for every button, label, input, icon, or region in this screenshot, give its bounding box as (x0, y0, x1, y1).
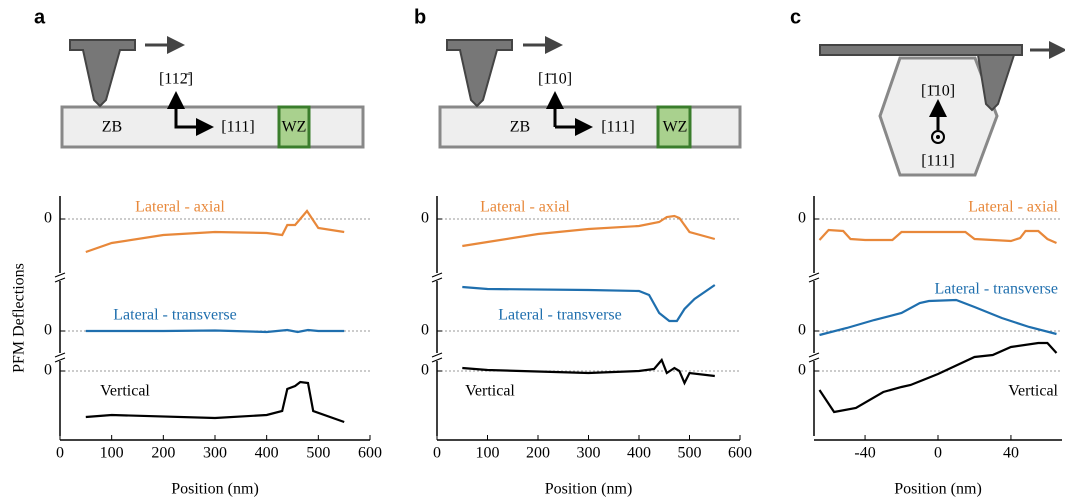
direction-label: [112̄] (159, 71, 193, 88)
phase-label: ZB (510, 119, 530, 136)
trace (818, 228, 1057, 245)
x-tick-label: 500 (306, 445, 330, 462)
x-tick-label: 300 (577, 445, 601, 462)
trace (462, 357, 715, 386)
schematic: ZB [111] WZ [1̄10] (438, 36, 742, 149)
panel-label: c (790, 6, 801, 28)
series-label: Lateral - transverse (498, 307, 621, 324)
panel-label: a (34, 6, 46, 28)
y-tick-label: 0 (44, 322, 52, 339)
axis-break (54, 272, 66, 278)
y-tick-label: 0 (44, 362, 52, 379)
x-axis-title: Position (nm) (894, 481, 982, 498)
schematic: [1̄10] [111] (819, 41, 1065, 177)
trace (818, 341, 1058, 414)
series-label: Vertical (100, 383, 150, 400)
axis-break (54, 357, 66, 363)
series-label: Lateral - axial (968, 199, 1058, 216)
y-tick-label: 0 (798, 322, 806, 339)
series-label: Vertical (465, 383, 515, 400)
trace (819, 298, 1057, 337)
x-tick-label: 600 (728, 445, 752, 462)
series-label: Lateral - axial (135, 199, 225, 216)
x-tick-label: 0 (433, 445, 441, 462)
y-axis-title: PFM Deflections (11, 263, 28, 373)
axis-break (808, 357, 820, 363)
phase-label: WZ (663, 119, 688, 136)
y-tick-label: 0 (44, 210, 52, 227)
phase-label: ZB (102, 119, 122, 136)
x-tick-label: 100 (476, 445, 500, 462)
x-tick-label: 300 (203, 445, 227, 462)
axis-break (54, 352, 66, 358)
direction-label: [111] (921, 153, 954, 170)
x-tick-label: 600 (358, 445, 382, 462)
x-tick-label: -40 (854, 445, 875, 462)
x-tick-label: 200 (151, 445, 175, 462)
series-label: Vertical (1008, 383, 1058, 400)
trace (85, 209, 345, 254)
axis-break (54, 277, 66, 283)
axis-break (431, 357, 443, 363)
series-label: Lateral - axial (480, 199, 570, 216)
series-label: Lateral - transverse (113, 307, 236, 324)
x-tick-label: 0 (56, 445, 64, 462)
trace (85, 328, 345, 334)
trace (462, 214, 716, 248)
x-tick-label: 40 (1003, 445, 1019, 462)
panel-label: b (414, 6, 426, 28)
x-tick-label: 500 (678, 445, 702, 462)
axis-break (808, 277, 820, 283)
x-tick-label: 0 (934, 445, 942, 462)
y-tick-label: 0 (421, 362, 429, 379)
x-tick-label: 100 (100, 445, 124, 462)
direction-label: [111] (601, 119, 634, 136)
trace (85, 380, 345, 424)
axis-break (431, 277, 443, 283)
y-tick-label: 0 (421, 322, 429, 339)
x-axis-title: Position (nm) (545, 481, 633, 498)
x-tick-label: 200 (526, 445, 550, 462)
trace (462, 284, 716, 323)
direction-label: [1̄10] (921, 83, 955, 100)
x-tick-label: 400 (627, 445, 651, 462)
x-tick-label: 400 (255, 445, 279, 462)
y-tick-label: 0 (421, 210, 429, 227)
direction-label: [1̄10] (538, 71, 572, 88)
phase-label: WZ (282, 119, 307, 136)
axis-break (431, 272, 443, 278)
axis-break (431, 352, 443, 358)
y-tick-label: 0 (798, 362, 806, 379)
x-axis-title: Position (nm) (171, 481, 259, 498)
y-tick-label: 0 (798, 210, 806, 227)
axis-break (808, 272, 820, 278)
series-label: Lateral - transverse (935, 281, 1058, 298)
direction-label: [111] (221, 119, 254, 136)
axis-break (808, 352, 820, 358)
schematic: ZB [111] WZ [112̄] (60, 36, 365, 149)
